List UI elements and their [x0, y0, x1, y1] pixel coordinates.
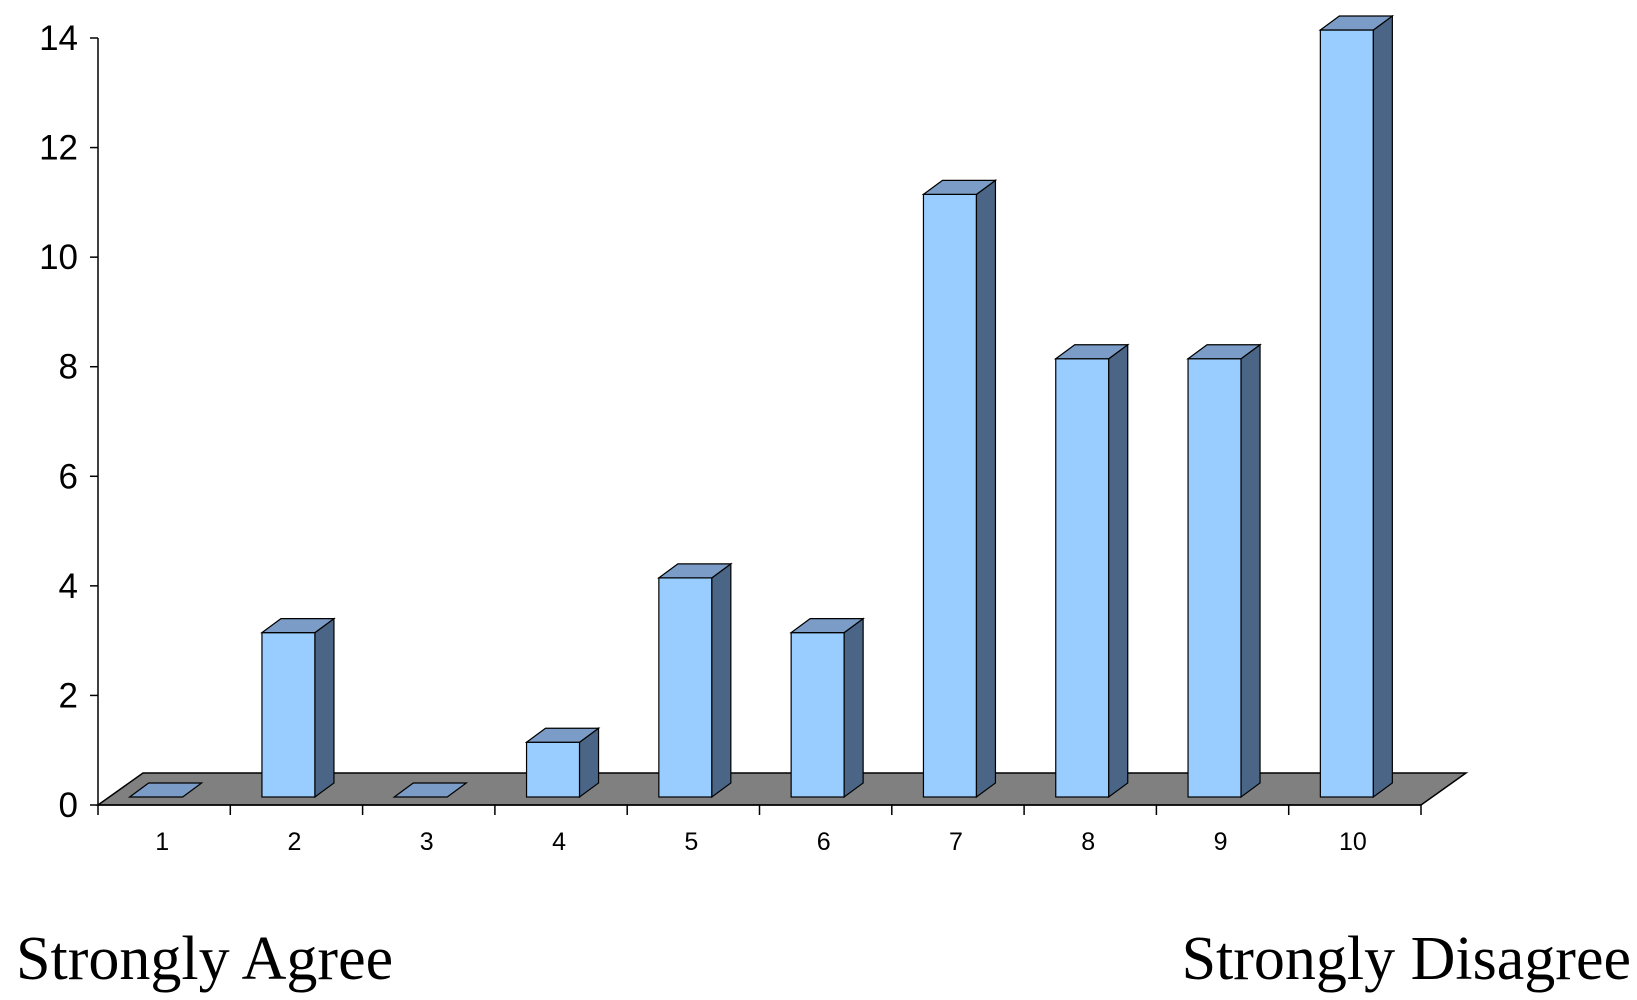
bar-top-face [789, 618, 865, 634]
bar-top-face [657, 563, 733, 579]
bar-top-face [260, 618, 336, 634]
bar-side-face [1240, 343, 1261, 799]
x-tick-label: 4 [552, 828, 566, 856]
x-tick-label: 6 [817, 828, 831, 856]
bar-side-face [1108, 343, 1129, 799]
bar-top-face [921, 179, 998, 195]
y-tick-label: 0 [59, 786, 78, 825]
y-tick-label: 4 [59, 567, 78, 606]
bar-10 [1318, 14, 1395, 799]
bar-1 [127, 782, 204, 798]
bar-5 [657, 562, 733, 799]
x-tick-label: 8 [1081, 828, 1095, 856]
x-tick-label: 7 [949, 828, 963, 856]
bar-front-face [1187, 358, 1242, 798]
bar-front-face [1055, 358, 1110, 798]
y-tick-label: 6 [59, 457, 78, 496]
bar-side-face [975, 179, 997, 799]
bar-front-face [261, 632, 316, 798]
x-tick-label: 3 [420, 828, 434, 856]
bar-side-face [843, 617, 864, 799]
x-tick-label: 10 [1339, 828, 1367, 856]
bar-4 [524, 727, 601, 799]
scale-label-left: Strongly Agree [16, 925, 394, 993]
y-tick-label: 14 [39, 19, 78, 58]
bars-layer [127, 14, 1395, 799]
bar-front-face [790, 632, 845, 798]
scale-label-right: Strongly Disagree [1181, 925, 1631, 993]
bar-front-face [922, 193, 978, 798]
axis-layer [90, 37, 1422, 815]
y-tick-label: 12 [39, 129, 78, 168]
bar-side-face [314, 617, 335, 799]
bar-front-face [1319, 29, 1374, 798]
bar-8 [1053, 343, 1130, 799]
bar-7 [921, 179, 998, 799]
bar-top-face [524, 727, 601, 743]
bar-side-face [711, 562, 732, 799]
bar-front-face [525, 741, 581, 798]
bar-2 [260, 617, 336, 799]
bar-top-face [1186, 344, 1262, 360]
bar-top-face [1318, 15, 1395, 31]
x-tick-label: 5 [684, 828, 698, 856]
bar-front-face [658, 577, 713, 798]
bar-9 [1186, 343, 1262, 799]
bar-top-face [1053, 344, 1130, 360]
x-tick-label: 1 [155, 828, 169, 856]
y-tick-label: 8 [59, 348, 78, 387]
bar-6 [789, 617, 865, 799]
bar-top-face [392, 782, 469, 798]
x-tick-label: 2 [287, 828, 301, 856]
y-tick-label: 10 [39, 238, 78, 277]
x-tick-label: 9 [1214, 828, 1228, 856]
y-tick-label: 2 [59, 676, 78, 715]
bar-top-face [127, 782, 204, 798]
bar-3 [392, 782, 469, 798]
bar-side-face [1372, 14, 1393, 799]
